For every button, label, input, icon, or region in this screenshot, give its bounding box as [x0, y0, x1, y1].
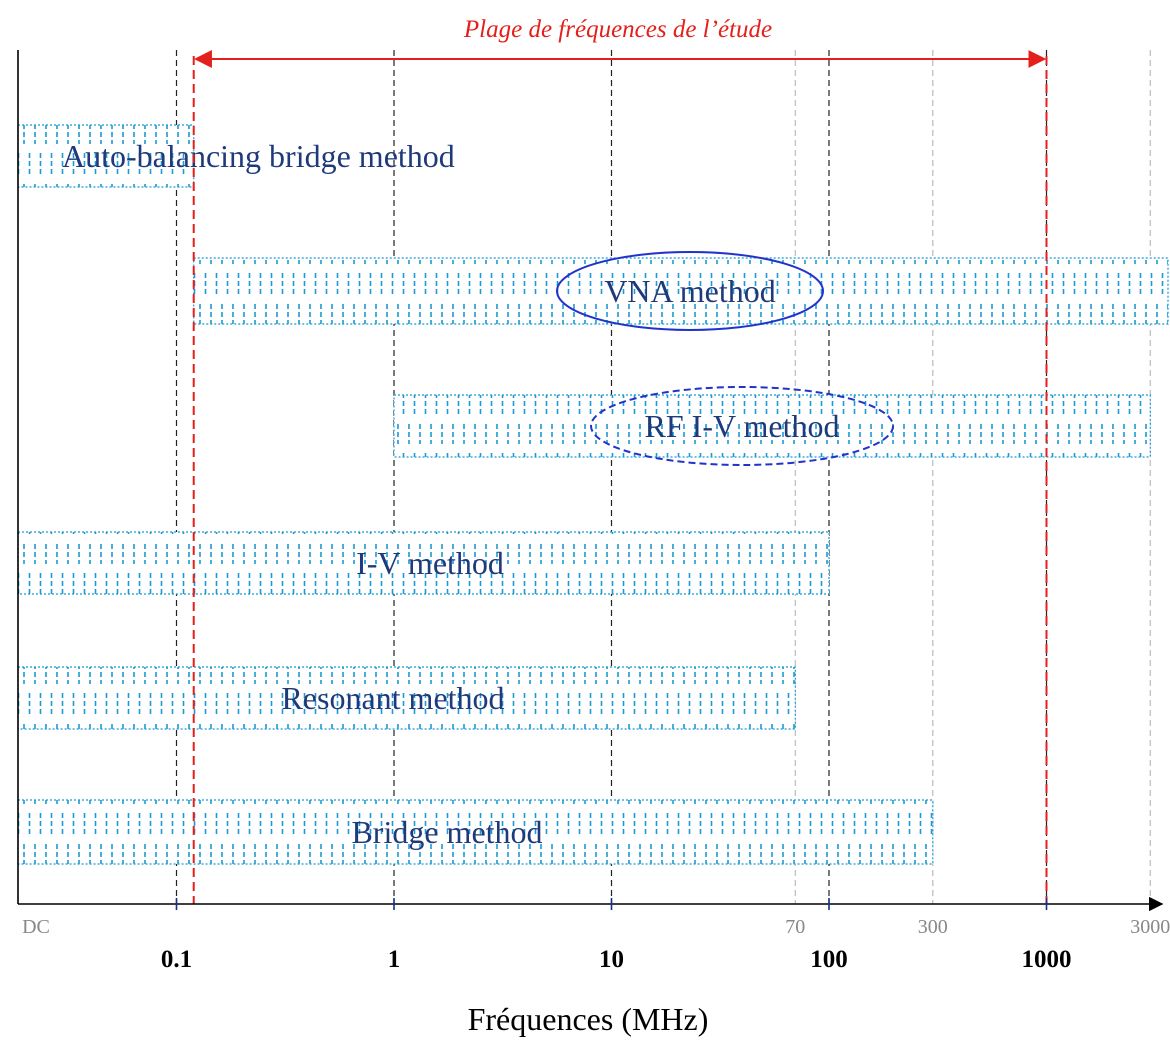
x-axis-label: Fréquences (MHz): [468, 1001, 709, 1037]
highlight-ellipse-2: [590, 386, 894, 466]
bar-1: [193, 257, 1169, 325]
major-tick-label-0: 0.1: [161, 946, 192, 973]
chart-title: Plage de fréquences de l’étude: [463, 16, 772, 43]
minor-tick-label-0: DC: [22, 916, 50, 938]
bar-5: [17, 799, 934, 865]
minor-tick-label-1: 70: [785, 916, 805, 938]
bar-label-1: VNA method: [604, 273, 776, 309]
range-bars: Auto-balancing bridge method VNA method RF…: [17, 124, 1169, 865]
bar-label-3: I-V method: [356, 545, 504, 581]
bar-label-2: RF I-V method: [645, 408, 840, 444]
highlight-ellipse-1: [556, 251, 824, 331]
gridlines: [175, 50, 1151, 904]
major-tick-label-4: 1000: [1022, 946, 1072, 973]
bar-2: [393, 394, 1151, 458]
bar-4: [17, 666, 796, 730]
major-tick-label-1: 1: [388, 946, 401, 973]
x-ticks: 0.1 1 10 100 1000 DC 70 300 3000: [22, 898, 1170, 973]
study-range: [192, 50, 1048, 904]
bar-label-4: Resonant method: [281, 680, 504, 716]
major-tick-label-3: 100: [810, 946, 848, 973]
bar-3: [17, 531, 830, 595]
major-tick-label-2: 10: [599, 946, 624, 973]
minor-tick-label-2: 300: [918, 916, 948, 938]
minor-tick-label-3: 3000: [1130, 916, 1170, 938]
bar-0: [17, 124, 195, 188]
bar-label-5: Bridge method: [351, 814, 542, 850]
bar-label-0: Auto-balancing bridge method: [62, 138, 455, 174]
